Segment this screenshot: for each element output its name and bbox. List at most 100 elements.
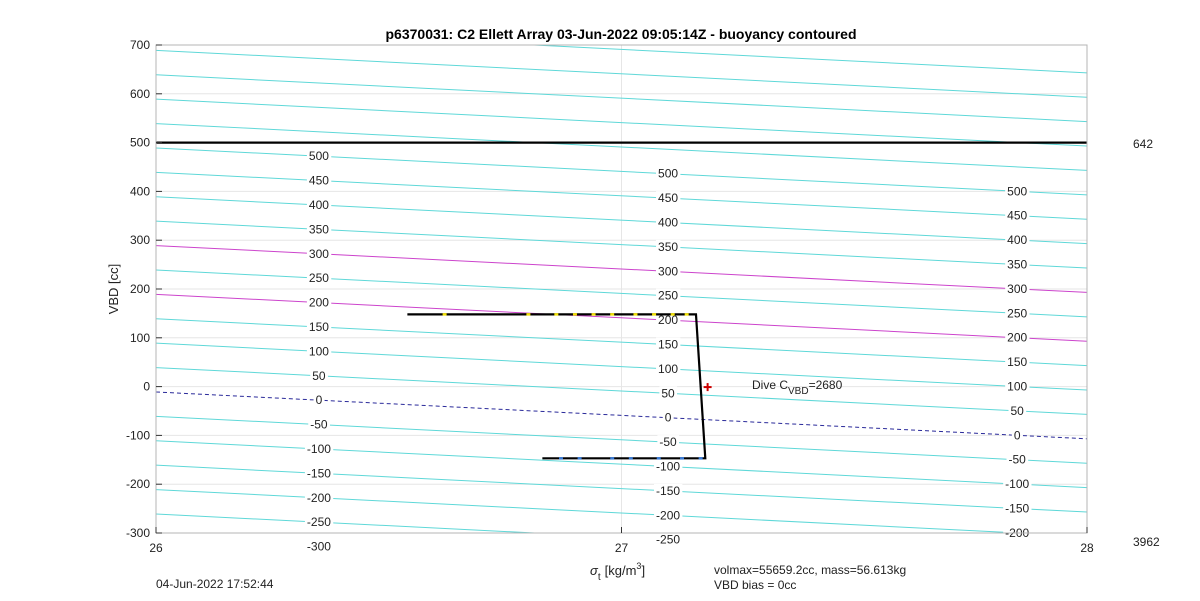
contour-label: 300 <box>1007 282 1027 296</box>
contour-label: 250 <box>1007 306 1027 320</box>
contour-label: -250 <box>307 515 331 529</box>
contour-label-bg <box>654 508 683 523</box>
contour-label-bg <box>306 149 332 164</box>
y-tick-label: 0 <box>143 380 150 394</box>
contour-label: 100 <box>309 344 329 358</box>
contour-label-bg <box>306 173 332 188</box>
x-axis-label-superscript: 3 <box>636 561 641 571</box>
contour-label: 500 <box>309 149 329 163</box>
contour-label: 300 <box>309 247 329 261</box>
contour-label: 350 <box>658 240 678 254</box>
contour-label: 0 <box>665 411 672 425</box>
axis-ticks: 26 27 28 700 600 500 400 300 200 100 0 -100 -200 -300 <box>126 38 1094 555</box>
dive-cvbd-value: =2680 <box>809 378 843 392</box>
x-tick-label: 27 <box>615 541 629 555</box>
contour-label: -300 <box>307 540 331 554</box>
y-tick-label: 100 <box>130 331 150 345</box>
contour-label: 300 <box>658 264 678 278</box>
contour-label: 500 <box>658 167 678 181</box>
contour-label-bg <box>1005 355 1030 370</box>
x-tick-label: 28 <box>1080 541 1094 555</box>
sample-markers <box>442 313 712 460</box>
contour-label-bg <box>656 166 681 181</box>
footer-date: 04-Jun-2022 17:52:44 <box>156 577 274 591</box>
contour-label-bg <box>306 295 332 310</box>
chart-title: p6370031: C2 Ellett Array 03-Jun-2022 09… <box>386 26 857 42</box>
contour-label-bg <box>1003 477 1032 492</box>
contour-label-bg <box>656 191 681 206</box>
contour-line <box>524 45 1087 74</box>
contour-label: -100 <box>656 460 680 474</box>
contour-line <box>156 98 1087 147</box>
contour-label-bg <box>1005 330 1030 345</box>
contour-label-bg <box>657 435 680 450</box>
contour-label: 200 <box>1007 331 1027 345</box>
contour-label: 100 <box>1007 380 1027 394</box>
contour-label: -150 <box>1005 502 1029 516</box>
grid <box>155 44 1088 534</box>
contour-label-bg <box>1005 257 1030 272</box>
contour-label: 450 <box>309 174 329 188</box>
contour-label-bg <box>659 386 678 401</box>
contour-label-bg <box>313 393 325 408</box>
contour-label-bg <box>306 319 332 334</box>
contour-label-bg <box>304 466 334 481</box>
contour-label: 200 <box>658 313 678 327</box>
contour-label: 250 <box>658 289 678 303</box>
contour-label-bg <box>306 246 332 261</box>
contour-label-bg <box>654 459 683 474</box>
contour-line <box>156 74 1087 123</box>
contour-label-bg <box>656 361 681 376</box>
contour-label-bg <box>310 368 328 383</box>
contour-label: -50 <box>659 435 677 449</box>
contour-label-bg <box>304 441 334 456</box>
y-tick-label: 500 <box>130 136 150 150</box>
contour-label: 100 <box>658 362 678 376</box>
contour-label-bg <box>1005 379 1030 394</box>
y-tick-label: 700 <box>130 38 150 52</box>
contour-label: -50 <box>310 418 328 432</box>
vbd-trajectory <box>407 313 707 460</box>
y-tick-label: 200 <box>130 282 150 296</box>
contour-label: 150 <box>658 338 678 352</box>
contour-label-bg <box>656 239 681 254</box>
contour-label: -150 <box>656 484 680 498</box>
contour-label-bg <box>1005 281 1030 296</box>
y-tick-label: -100 <box>126 428 150 442</box>
x-tick-label: 26 <box>149 541 163 555</box>
contour-label-bg <box>1011 428 1023 443</box>
contour-label-bg <box>656 288 681 303</box>
contour-label: 400 <box>1007 233 1027 247</box>
contour-label: 200 <box>309 296 329 310</box>
y-tick-label: 300 <box>130 233 150 247</box>
y-tick-label: 600 <box>130 87 150 101</box>
contour-label-bg <box>304 539 334 554</box>
contour-labels: 500 450 400 350 300 250 200 150 100 500 -50 -100 -15… <box>304 149 1032 554</box>
contour-label: 0 <box>316 393 323 407</box>
contour-label: -200 <box>307 491 331 505</box>
contour-label-bg <box>1005 208 1030 223</box>
contour-label-bg <box>654 532 683 547</box>
right-label-top: 642 <box>1133 137 1153 151</box>
contour-label-bg <box>1005 233 1030 248</box>
x-axis-label: σt [kg/m3] <box>590 561 645 583</box>
contour-label-bg <box>656 264 681 279</box>
contour-label: 350 <box>309 222 329 236</box>
y-tick-label: -200 <box>126 477 150 491</box>
contour-label-bg <box>1003 501 1032 516</box>
volmax-mass-text: volmax=55659.2cc, mass=56.613kg <box>714 563 906 577</box>
y-axis-label: VBD [cc] <box>106 264 121 315</box>
contour-label-bg <box>1008 403 1027 418</box>
x-axis-label-unit: [kg/m <box>605 563 637 578</box>
contour-label-bg <box>656 337 681 352</box>
vbd-trajectory-line <box>407 313 707 460</box>
x-axis-label-close: ] <box>641 563 645 578</box>
right-label-bottom: 3962 <box>1133 535 1160 549</box>
dive-cvbd-text: Dive C <box>752 378 788 392</box>
y-tick-label: -300 <box>126 526 150 540</box>
contour-label: -150 <box>307 466 331 480</box>
y-tick-label: 400 <box>130 184 150 198</box>
contour-label-bg <box>1005 306 1030 321</box>
dive-cvbd-subscript: VBD <box>788 386 809 397</box>
contour-line <box>156 123 1087 171</box>
